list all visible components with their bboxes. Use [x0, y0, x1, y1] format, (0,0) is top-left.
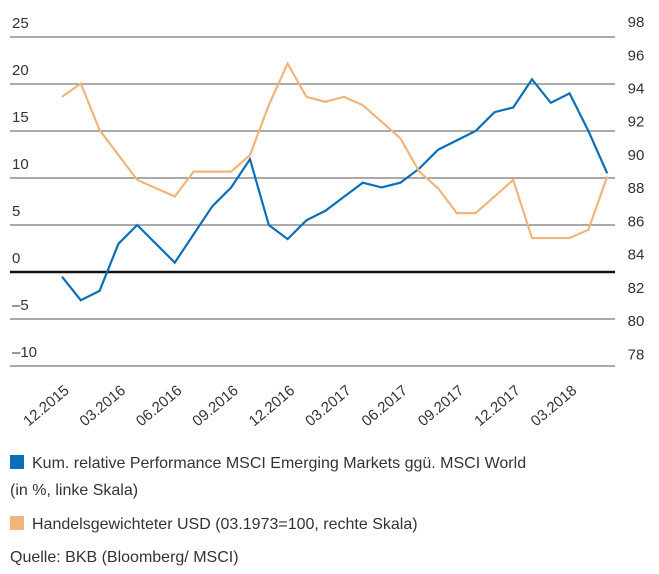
- y2-tick-label: 78: [628, 346, 645, 363]
- series-line: [61, 77, 609, 302]
- x-tick-label: 09.2017: [415, 382, 467, 430]
- y2-tick-label: 94: [628, 81, 645, 98]
- y-tick-label: –10: [12, 344, 37, 361]
- y2-tick-label: 96: [628, 47, 645, 64]
- y-tick-label: 10: [12, 156, 29, 173]
- legend-swatch: [10, 455, 24, 469]
- legend-swatch: [10, 516, 24, 530]
- y2-tick-label: 80: [628, 313, 645, 330]
- x-tick-label: 09.2016: [189, 382, 241, 430]
- y-tick-label: 0: [12, 250, 20, 267]
- x-tick-label: 06.2016: [133, 382, 185, 430]
- source-note: Quelle: BKB (Bloomberg/ MSCI): [10, 549, 239, 566]
- legend-label: Handelsgewichteter USD (03.1973=100, rec…: [32, 516, 418, 533]
- x-tick-label: 12.2016: [246, 382, 298, 430]
- legend-label: (in %, linke Skala): [10, 482, 138, 499]
- x-tick-label: 12.2015: [20, 382, 72, 430]
- x-tick-label: 03.2016: [76, 382, 128, 430]
- x-tick-label: 03.2017: [302, 382, 354, 430]
- y-tick-label: 15: [12, 109, 29, 126]
- legend-label: Kum. relative Performance MSCI Emerging …: [32, 455, 526, 472]
- y-tick-label: 25: [12, 15, 29, 32]
- y2-tick-label: 92: [628, 114, 645, 131]
- y-tick-label: –5: [12, 297, 29, 314]
- y-tick-label: 20: [12, 62, 29, 79]
- y2-tick-label: 82: [628, 280, 645, 297]
- y2-tick-label: 88: [628, 180, 645, 197]
- x-tick-label: 12.2017: [471, 382, 523, 430]
- y2-tick-label: 86: [628, 213, 645, 230]
- x-tick-label: 03.2018: [528, 382, 580, 430]
- series-line: [61, 61, 609, 240]
- y2-tick-label: 98: [628, 14, 645, 31]
- y-tick-label: 5: [12, 203, 20, 220]
- y2-tick-label: 90: [628, 147, 645, 164]
- x-tick-label: 06.2017: [358, 382, 410, 430]
- y2-tick-label: 84: [628, 247, 645, 264]
